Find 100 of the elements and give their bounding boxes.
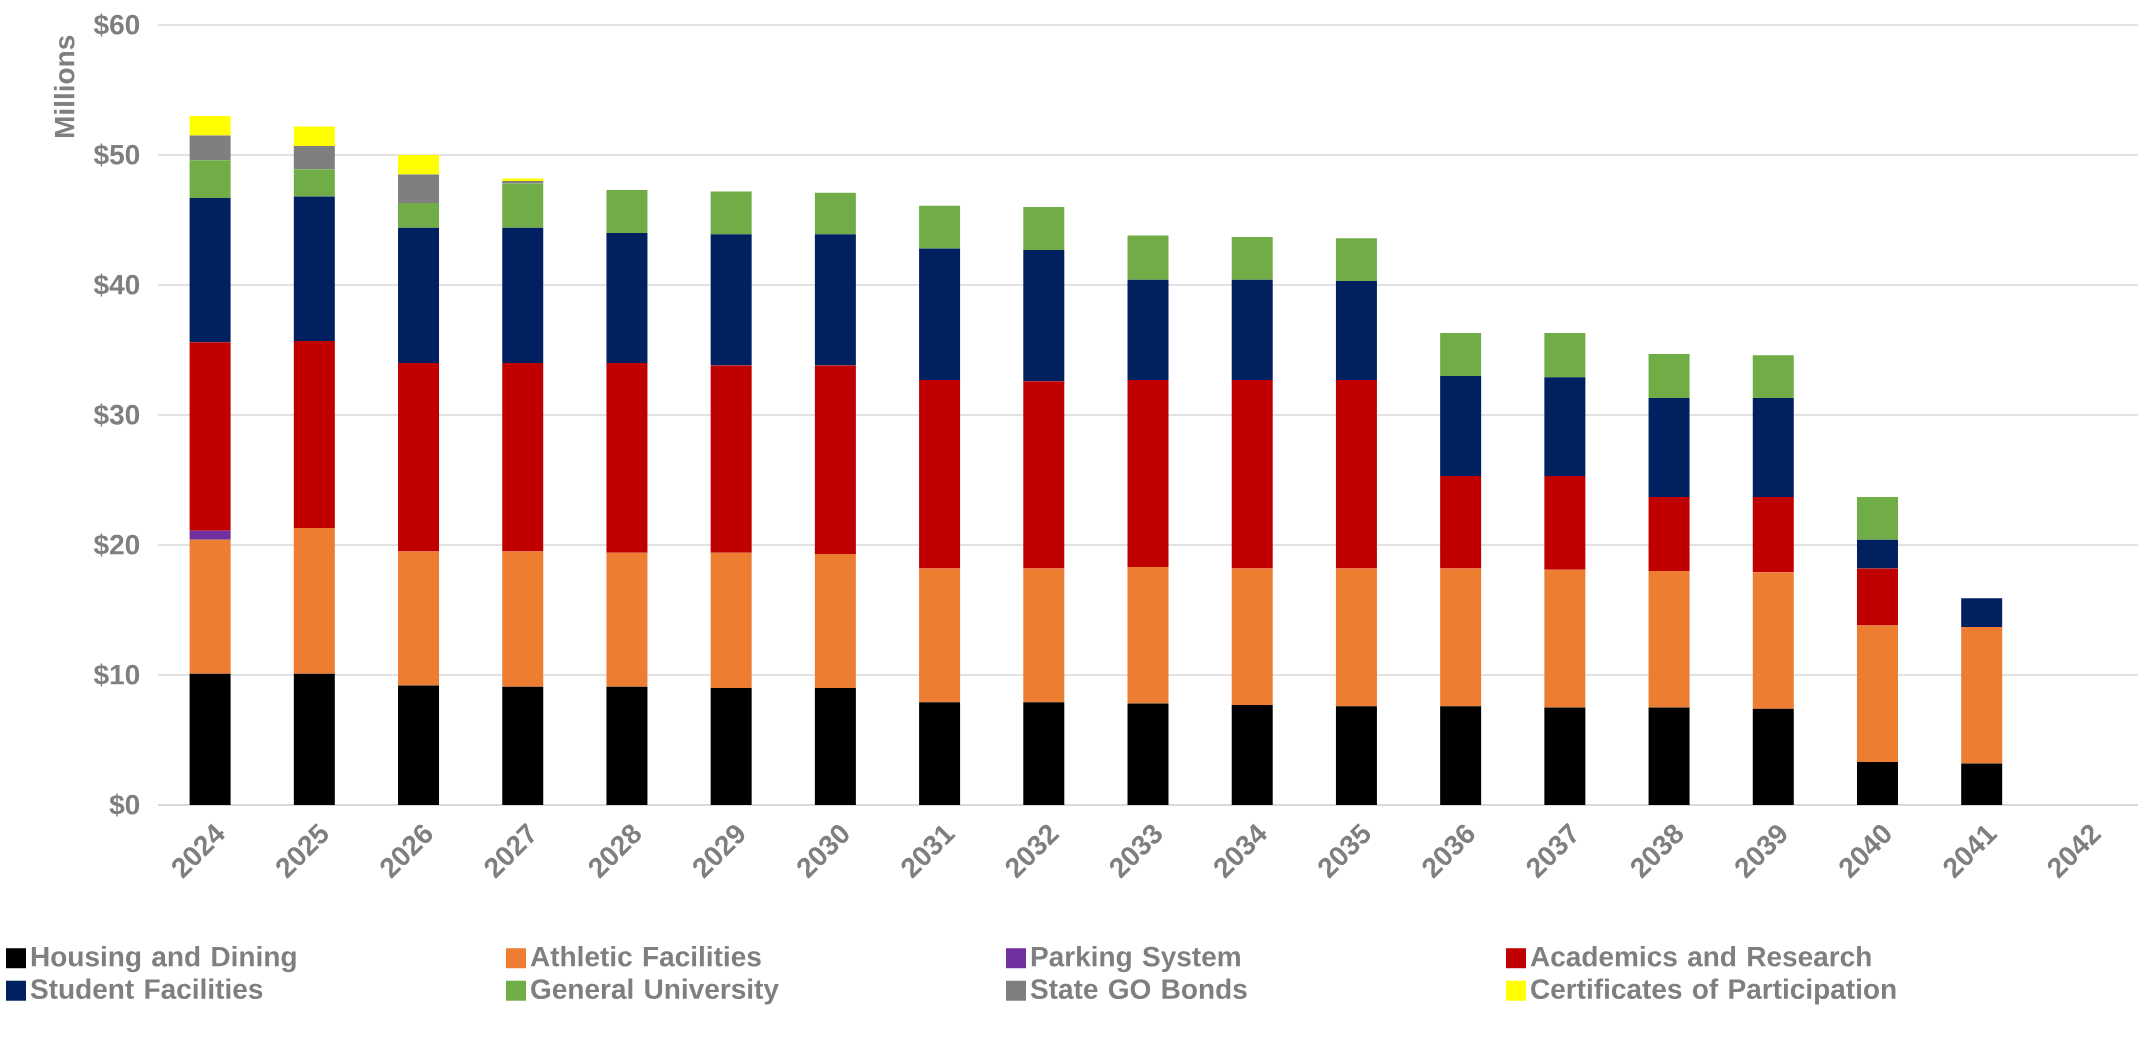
bar	[814, 554, 856, 688]
bar	[1961, 763, 2003, 805]
bar	[1752, 708, 1794, 805]
legend-label: Housing and Dining	[31, 945, 296, 973]
bar	[606, 362, 648, 553]
bar	[1961, 626, 2003, 764]
bar	[189, 530, 231, 540]
bar	[710, 365, 752, 553]
bar	[1335, 281, 1377, 380]
bar	[1231, 379, 1273, 569]
bar	[1231, 568, 1273, 705]
bar	[293, 196, 335, 341]
bar	[1023, 249, 1065, 382]
bar	[1856, 762, 1898, 805]
bar	[1231, 704, 1273, 805]
bar	[189, 342, 231, 531]
bar	[398, 551, 440, 686]
bar	[293, 169, 335, 197]
bar	[710, 234, 752, 366]
bar	[710, 191, 752, 235]
legend-label: State GO Bonds	[1030, 978, 1247, 1000]
bar	[1961, 598, 2003, 627]
bar	[398, 154, 440, 175]
bar	[1440, 568, 1482, 707]
legend-label: Parking System	[1031, 945, 1240, 973]
bar	[1544, 377, 1586, 477]
bar	[919, 568, 961, 703]
bar	[606, 190, 648, 233]
y-tick-label: $60	[93, 13, 140, 37]
bar	[1335, 706, 1377, 805]
bar	[1023, 381, 1065, 569]
bar	[293, 673, 335, 805]
bar	[1023, 206, 1065, 250]
bar	[1127, 235, 1169, 280]
legend-label: Academics and Research	[1530, 945, 1871, 967]
bar	[1544, 569, 1586, 708]
bar	[1856, 496, 1898, 540]
bar	[919, 379, 961, 569]
y-tick-label: $0	[109, 793, 140, 817]
bar	[1752, 496, 1794, 573]
bar	[293, 340, 335, 529]
bar	[1023, 568, 1065, 703]
bar	[293, 126, 335, 146]
bar	[189, 197, 231, 343]
y-tick-label: $40	[93, 273, 140, 297]
bar	[398, 227, 440, 363]
bar	[1440, 375, 1482, 477]
bar	[1127, 379, 1169, 568]
bar	[398, 362, 440, 552]
bar	[1752, 572, 1794, 709]
bar	[710, 552, 752, 688]
bar	[1127, 279, 1169, 380]
bar	[1856, 539, 1898, 569]
bar	[1648, 398, 1690, 497]
bar	[919, 248, 961, 380]
bar	[293, 528, 335, 674]
bar	[398, 174, 440, 204]
bar	[502, 183, 544, 228]
bar	[1648, 570, 1690, 708]
bar	[1335, 379, 1377, 569]
bar	[1544, 333, 1586, 378]
bar	[189, 115, 231, 136]
bar	[398, 203, 440, 228]
legend-label: General University	[531, 978, 779, 1005]
bar	[919, 702, 961, 805]
bar	[1752, 398, 1794, 497]
bar	[814, 687, 856, 805]
bar	[1231, 279, 1273, 380]
bar	[398, 685, 440, 805]
bar	[1440, 333, 1482, 376]
bar	[606, 552, 648, 687]
bar	[814, 234, 856, 366]
bar	[1231, 236, 1273, 280]
y-axis-title: Millions	[53, 35, 75, 138]
bar	[606, 232, 648, 363]
bar	[1440, 706, 1482, 805]
bar	[1544, 707, 1586, 805]
legend-label: Athletic Facilities	[530, 945, 761, 967]
bar	[189, 160, 231, 198]
bar	[606, 686, 648, 805]
bar	[1752, 355, 1794, 399]
bar	[1856, 568, 1898, 626]
bar	[1335, 568, 1377, 707]
bar	[1335, 238, 1377, 282]
bar	[502, 686, 544, 805]
y-tick-label: $10	[93, 663, 140, 687]
bar	[1127, 567, 1169, 704]
bar	[1023, 702, 1065, 805]
y-tick-label: $20	[93, 533, 140, 557]
bar	[1648, 707, 1690, 805]
legend-label: Student Facilities	[30, 978, 263, 1000]
bar	[1544, 476, 1586, 570]
bar	[293, 145, 335, 170]
bar	[502, 551, 544, 687]
bar	[814, 192, 856, 235]
bar	[1648, 353, 1690, 399]
bar	[189, 673, 231, 805]
legend-label: Certificates of Participation	[1531, 978, 1896, 1005]
bar	[814, 365, 856, 555]
y-tick-label: $50	[93, 143, 140, 167]
